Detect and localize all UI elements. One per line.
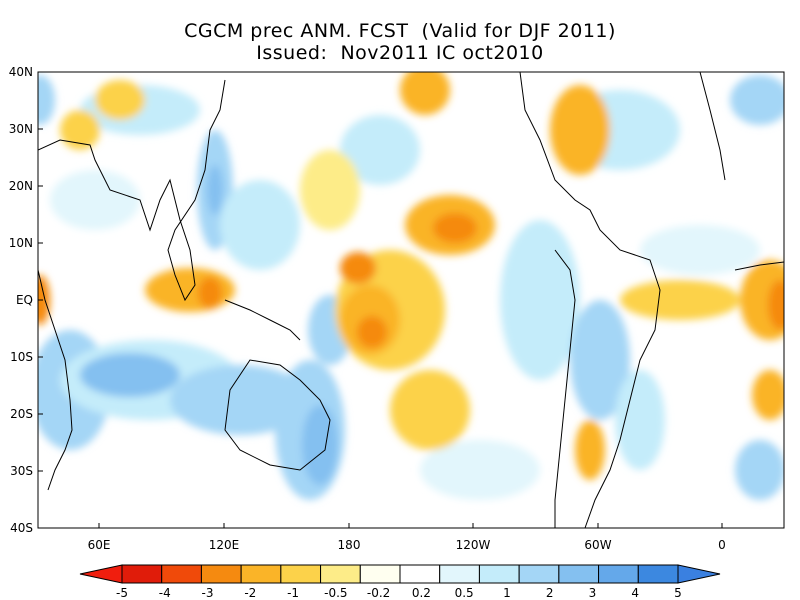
- colorbar-label: 4: [631, 586, 639, 600]
- colorbar-swatch: [240, 564, 282, 584]
- dry-anomaly-region: [433, 213, 477, 243]
- coast-americas-east: [519, 72, 661, 528]
- dry-anomaly-region: [768, 280, 784, 330]
- wet-anomaly-region: [500, 220, 580, 380]
- map-title: CGCM prec ANM. FCST (Valid for DJF 2011): [184, 20, 616, 42]
- colorbar-label: -0.2: [367, 586, 390, 600]
- lon-label: 180: [338, 538, 361, 552]
- colorbar-right-arrow: [677, 564, 721, 584]
- lon-label: 0: [718, 538, 726, 552]
- lat-label: 20N: [9, 179, 33, 193]
- dry-anomaly-region: [60, 110, 100, 150]
- lat-label: 40N: [9, 65, 33, 79]
- lat-label: 10S: [10, 350, 33, 364]
- wet-anomaly-region: [80, 353, 180, 397]
- colorbar-label: 3: [589, 586, 597, 600]
- wet-anomaly-region: [420, 440, 540, 500]
- coast-europe: [699, 72, 726, 181]
- dry-anomaly-region: [95, 80, 145, 120]
- colorbar-swatch: [161, 564, 202, 584]
- wet-anomaly-region: [640, 225, 760, 275]
- lon-label: 120E: [209, 538, 240, 552]
- wet-anomaly-region: [170, 365, 310, 435]
- colorbar-label: 5: [674, 586, 682, 600]
- wet-anomaly-region: [302, 405, 338, 485]
- wet-anomaly-region: [730, 75, 784, 125]
- colorbar-label: -5: [116, 586, 128, 600]
- wet-anomaly-region: [38, 75, 55, 125]
- lat-label: 10N: [9, 236, 33, 250]
- colorbar-swatch: [121, 564, 163, 584]
- coast-asia: [38, 79, 226, 302]
- dry-anomaly-region: [400, 72, 450, 115]
- dry-anomaly-region: [550, 85, 610, 175]
- latitude-axis: 40N 30N 20N 10N EQ 10S 20S 30S 40S: [9, 65, 43, 535]
- colorbar-label: 2: [546, 586, 554, 600]
- anomaly-field: [38, 72, 784, 528]
- longitude-axis: 60E 120E 180 120W 60W 0: [88, 523, 726, 552]
- colorbar-label: -0.5: [324, 586, 347, 600]
- colorbar-swatch: [200, 564, 242, 584]
- wet-anomaly-region: [50, 170, 140, 230]
- colorbar-swatch: [478, 564, 520, 584]
- dry-anomaly-region: [198, 277, 222, 309]
- dry-anomaly-region: [357, 316, 387, 348]
- coast-africa-east: [38, 269, 73, 491]
- wet-anomaly-region: [340, 115, 420, 185]
- colorbar-label: 1: [503, 586, 511, 600]
- lon-label: 60W: [584, 538, 611, 552]
- coast-australia: [224, 359, 331, 471]
- map-subtitle: Issued: Nov2011 IC oct2010: [256, 42, 544, 64]
- wet-anomaly-region: [220, 180, 300, 270]
- colorbar-label: -3: [202, 586, 214, 600]
- dry-anomaly-region: [575, 420, 605, 480]
- colorbar-label: -2: [244, 586, 256, 600]
- lat-label: EQ: [16, 293, 33, 307]
- colorbar-left-arrow: [79, 564, 123, 584]
- dry-anomaly-region: [340, 252, 376, 284]
- colorbar-swatch: [280, 564, 322, 584]
- colorbar-swatch: [637, 564, 679, 584]
- lon-label: 120W: [456, 538, 491, 552]
- wet-anomaly-region: [615, 370, 665, 470]
- lon-label: 60E: [88, 538, 111, 552]
- wet-anomaly-region: [570, 300, 630, 420]
- lat-label: 40S: [10, 521, 33, 535]
- dry-anomaly-region: [38, 275, 50, 325]
- colorbar-swatch: [359, 564, 401, 584]
- coast-west-africa: [734, 261, 784, 271]
- colorbar-swatch: [558, 564, 600, 584]
- colorbar-label: -4: [159, 586, 171, 600]
- wet-anomaly-region: [207, 165, 223, 215]
- colorbar: -5 -4 -3 -2 -1 -0.5 -0.2 0.2 0.5 1 2 3 4 5: [79, 564, 721, 600]
- dry-anomaly-region: [752, 370, 784, 420]
- coast-indonesia: [224, 299, 301, 341]
- dry-anomaly-region: [390, 370, 470, 450]
- colorbar-label: 0.2: [412, 586, 431, 600]
- colorbar-swatch: [598, 564, 639, 584]
- colorbar-label: -1: [287, 586, 299, 600]
- colorbar-label: 0.5: [455, 586, 474, 600]
- coastlines: [38, 72, 784, 528]
- colorbar-swatch: [320, 564, 361, 584]
- dry-anomaly-region: [620, 280, 740, 320]
- lat-label: 30S: [10, 464, 33, 478]
- colorbar-swatch: [439, 564, 480, 584]
- lat-label: 30N: [9, 122, 33, 136]
- colorbar-swatch: [399, 564, 441, 584]
- colorbar-swatch: [518, 564, 560, 584]
- coast-south-america-west: [554, 249, 576, 528]
- lat-label: 20S: [10, 407, 33, 421]
- wet-anomaly-region: [735, 440, 784, 500]
- dry-anomaly-region: [300, 150, 360, 230]
